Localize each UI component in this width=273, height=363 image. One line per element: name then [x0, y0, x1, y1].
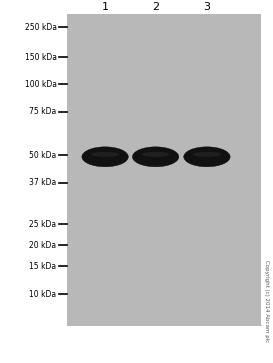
Text: 2: 2 — [152, 2, 159, 12]
Ellipse shape — [132, 147, 179, 167]
Ellipse shape — [91, 152, 119, 157]
Ellipse shape — [184, 147, 230, 167]
Text: 250 kDa: 250 kDa — [25, 23, 57, 32]
Ellipse shape — [82, 147, 128, 167]
Ellipse shape — [193, 152, 221, 157]
Bar — [67, 14, 261, 325]
Text: Copyright (c) 2014 Abcam plc: Copyright (c) 2014 Abcam plc — [264, 260, 269, 342]
Text: 10 kDa: 10 kDa — [29, 290, 57, 298]
Text: 150 kDa: 150 kDa — [25, 53, 57, 62]
Text: 100 kDa: 100 kDa — [25, 80, 57, 89]
Text: 75 kDa: 75 kDa — [29, 107, 57, 116]
Text: 50 kDa: 50 kDa — [29, 151, 57, 159]
Text: 20 kDa: 20 kDa — [29, 241, 57, 250]
Ellipse shape — [142, 152, 170, 157]
Text: 25 kDa: 25 kDa — [29, 220, 57, 229]
Text: 1: 1 — [102, 2, 109, 12]
Text: 37 kDa: 37 kDa — [29, 178, 57, 187]
Text: 3: 3 — [203, 2, 210, 12]
Text: 15 kDa: 15 kDa — [29, 262, 57, 271]
